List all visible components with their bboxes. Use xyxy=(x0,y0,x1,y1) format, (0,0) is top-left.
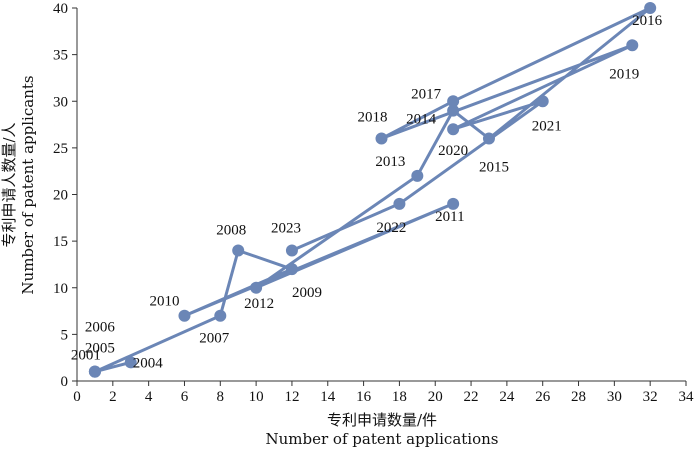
point-label-2014: 2014 xyxy=(406,112,437,128)
data-point-2016 xyxy=(644,2,657,14)
axes: 0 2 4 6 8 10 12 14 16 18 20 22 24 26 28 30 32 34051015202… xyxy=(53,1,694,405)
data-point-2014 xyxy=(447,104,460,117)
y-axis-title-en: Number of patent applicants xyxy=(19,75,37,294)
point-label-2008: 2008 xyxy=(216,222,246,238)
point-label-2016: 2016 xyxy=(632,13,663,29)
x-tick-label: 18 xyxy=(392,389,407,405)
x-tick-label: 8 xyxy=(217,389,225,405)
x-tick-label: 4 xyxy=(145,389,153,405)
data-point-2008 xyxy=(232,244,245,257)
x-tick-label: 22 xyxy=(464,389,479,405)
point-label-2022: 2022 xyxy=(376,220,406,236)
data-point-2009 xyxy=(285,263,298,276)
data-point-2011 xyxy=(447,197,460,210)
point-label-2006: 2006 xyxy=(85,320,116,336)
data-point-2018 xyxy=(375,132,388,145)
point-label-2013: 2013 xyxy=(375,154,405,170)
x-tick-label: 16 xyxy=(356,389,372,405)
x-tick-label: 10 xyxy=(249,389,264,405)
x-tick-label: 14 xyxy=(320,389,336,405)
point-label-2005: 2005 xyxy=(85,341,115,357)
y-tick-label: 40 xyxy=(53,1,68,17)
point-label-2018: 2018 xyxy=(358,110,388,126)
point-label-2004: 2004 xyxy=(133,355,164,371)
data-point-2006 xyxy=(88,365,101,378)
point-label-2009: 2009 xyxy=(292,285,322,301)
x-axis-title-cn: 专利申请数量/件 xyxy=(327,411,437,429)
point-label-2011: 2011 xyxy=(435,209,464,225)
data-point-2007 xyxy=(214,309,227,322)
y-tick-label: 5 xyxy=(61,327,69,343)
point-label-2007: 2007 xyxy=(199,331,230,347)
x-tick-label: 12 xyxy=(284,389,299,405)
y-tick-label: 0 xyxy=(61,374,69,390)
data-point-2022 xyxy=(393,197,406,210)
data-point-2012 xyxy=(250,281,263,294)
data-point-2023 xyxy=(285,244,298,257)
y-tick-label: 25 xyxy=(53,141,68,157)
y-tick-label: 35 xyxy=(53,48,68,64)
series-line xyxy=(93,6,652,374)
point-label-2012: 2012 xyxy=(244,296,274,312)
point-label-2015: 2015 xyxy=(479,160,509,176)
x-tick-label: 6 xyxy=(181,389,189,405)
point-label-2010: 2010 xyxy=(149,294,179,310)
x-tick-label: 2 xyxy=(109,389,117,405)
point-label-2020: 2020 xyxy=(438,143,468,159)
point-label-2001: 2001 xyxy=(71,348,101,364)
y-tick-label: 20 xyxy=(53,188,68,204)
axis-titles: 专利申请数量/件 Number of patent applications 专… xyxy=(0,75,498,448)
y-tick-label: 10 xyxy=(53,281,68,297)
data-point-2020 xyxy=(447,123,460,136)
x-tick-label: 30 xyxy=(607,389,622,405)
data-point-2015 xyxy=(482,132,495,145)
x-tick-label: 0 xyxy=(73,389,81,405)
x-tick-label: 34 xyxy=(679,389,695,405)
y-tick-label: 15 xyxy=(53,234,68,250)
data-point-2013 xyxy=(411,169,424,182)
point-label-2017: 2017 xyxy=(411,86,442,102)
data-point-2017 xyxy=(447,95,460,108)
data-point-2019 xyxy=(626,39,639,52)
series-path xyxy=(93,6,652,374)
data-point-2004 xyxy=(124,356,137,369)
x-axis-title-en: Number of patent applications xyxy=(266,430,499,448)
data-point-2010 xyxy=(178,309,191,322)
x-tick-label: 28 xyxy=(571,389,586,405)
data-point-2021 xyxy=(536,95,549,108)
y-tick-label: 30 xyxy=(53,94,68,110)
x-tick-label: 26 xyxy=(535,389,551,405)
y-axis-title-cn: 专利申请人数量/人 xyxy=(0,122,18,247)
x-tick-label: 32 xyxy=(643,389,658,405)
point-label-2021: 2021 xyxy=(532,118,562,134)
point-label-2019: 2019 xyxy=(609,66,639,82)
x-tick-label: 24 xyxy=(499,389,515,405)
data-points xyxy=(88,2,657,378)
point-label-2023: 2023 xyxy=(271,220,301,236)
point-labels: 2001 2004 2005 2006 2007 2008 2009 2010 2011 2012… xyxy=(71,13,663,371)
x-tick-label: 20 xyxy=(428,389,443,405)
